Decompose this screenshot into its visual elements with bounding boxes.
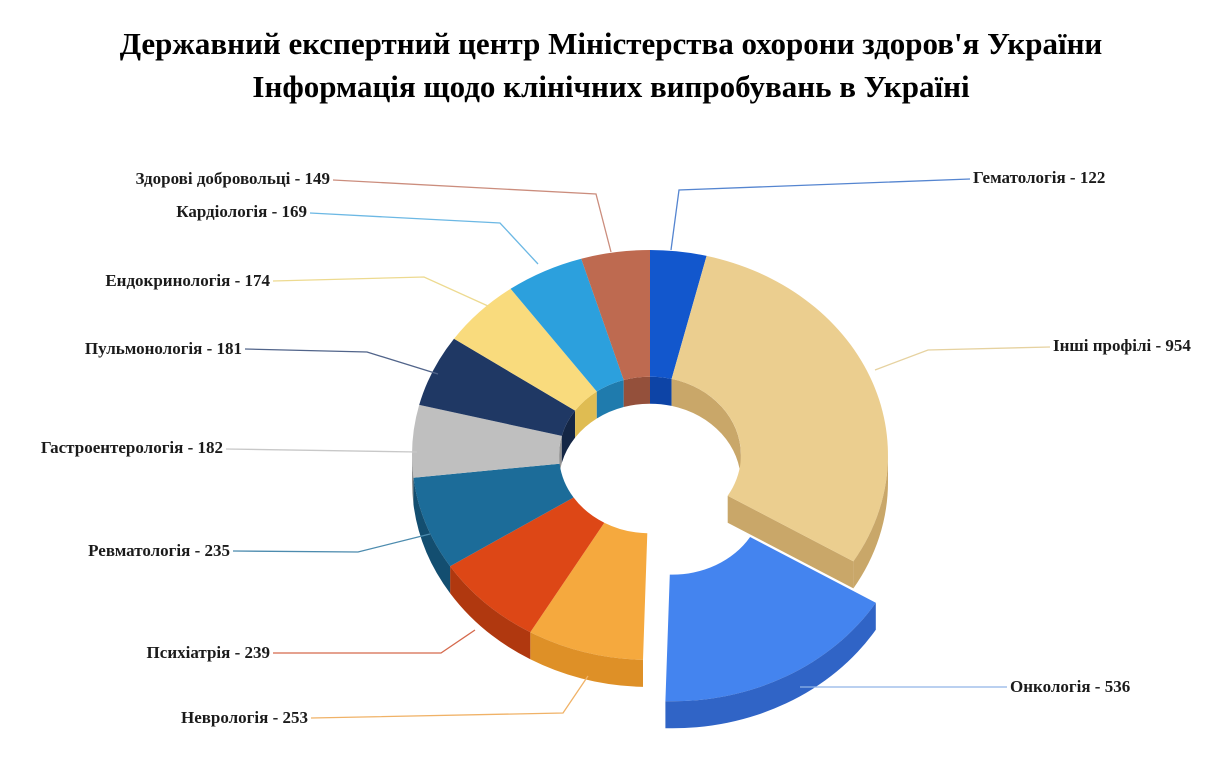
slice-label: Гастроентерологія - 182	[40, 438, 223, 457]
doughnut-slice	[450, 497, 605, 633]
chart-title-line1: Державний експертний центр Міністерства …	[119, 26, 1103, 61]
doughnut-outer-wall	[853, 455, 888, 589]
slice-label: Інші профілі - 954	[1053, 336, 1191, 355]
leader-line	[225, 448, 418, 453]
chart-title-line2: Інформація щодо клінічних випробувань в …	[252, 69, 970, 104]
leader-line	[244, 348, 439, 375]
doughnut-inner-wall	[650, 376, 672, 406]
leader-line	[670, 178, 971, 251]
doughnut-outer-wall	[530, 632, 643, 687]
slice-label: Ревматологія - 235	[88, 541, 230, 560]
doughnut-inner-wall	[623, 376, 650, 407]
slice-label: Гематологія - 122	[973, 168, 1106, 187]
doughnut-slice	[665, 537, 876, 702]
leader-line	[272, 276, 489, 307]
slice-label: Кардіологія - 169	[176, 202, 307, 221]
leader-line	[232, 533, 431, 553]
doughnut-slice	[671, 255, 888, 562]
chart-title: Державний експертний центр Міністерства …	[0, 22, 1222, 108]
slice-label: Пульмонологія - 181	[84, 339, 242, 358]
doughnut-outer-wall	[665, 602, 876, 729]
doughnut-slice	[530, 522, 648, 660]
slice-label: Онкологія - 536	[1010, 677, 1131, 696]
doughnut-slice	[454, 288, 597, 411]
leader-line	[309, 212, 539, 265]
slice-label: Ендокринологія - 174	[105, 271, 270, 290]
doughnut-slice	[650, 250, 707, 379]
doughnut-slice	[419, 338, 576, 436]
leader-line	[273, 629, 476, 654]
doughnut-slice	[413, 463, 574, 567]
doughnut-inner-wall	[575, 391, 597, 438]
doughnut-outer-wall	[413, 477, 451, 594]
doughnut-slice	[510, 258, 624, 392]
doughnut-inner-wall	[596, 380, 624, 419]
doughnut-inner-wall	[561, 410, 576, 463]
slice-label: Здорові добровольці - 149	[135, 169, 330, 188]
doughnut-cut-wall	[727, 495, 854, 589]
doughnut-outer-wall	[450, 566, 531, 660]
leader-line	[332, 179, 612, 253]
slice-label: Психіатрія - 239	[146, 643, 270, 662]
doughnut-inner-wall	[671, 378, 741, 482]
leader-line	[310, 675, 589, 719]
doughnut-slice	[412, 404, 562, 478]
slice-label: Неврологія - 253	[180, 708, 308, 727]
leader-line	[874, 346, 1051, 371]
doughnut-outer-wall	[412, 455, 414, 505]
doughnut-slice	[581, 249, 650, 380]
